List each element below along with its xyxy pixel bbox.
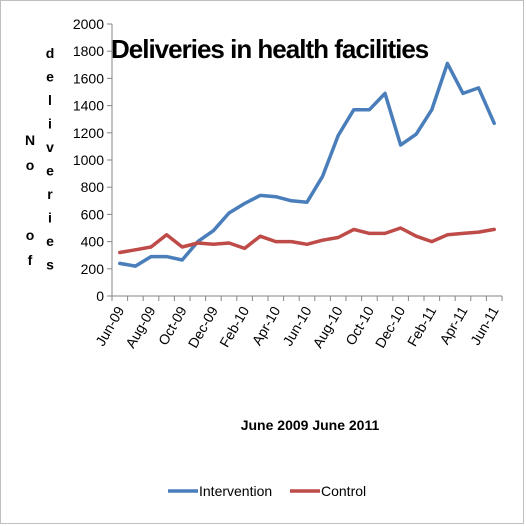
legend-item-intervention: Intervention	[168, 483, 272, 499]
y-tick-label: 1400	[73, 98, 104, 114]
x-tick-label: Aug-09	[122, 303, 159, 350]
y-tick-label: 0	[96, 288, 104, 304]
legend-label: Intervention	[199, 483, 272, 499]
x-tick-label: Feb-10	[216, 303, 252, 350]
x-tick-label: Apr-11	[436, 303, 470, 347]
y-tick-label: 800	[81, 179, 105, 195]
y-tick-labels: 0 200 400 600 800 1000 1200 1400 1600 1800 2000	[73, 16, 104, 304]
x-tick-label: Apr-10	[249, 303, 284, 348]
y-tick-label: 1600	[73, 70, 104, 86]
series-lines	[118, 61, 496, 268]
y-tick-label: 400	[81, 234, 105, 250]
legend-label: Control	[321, 483, 366, 499]
y-tick-label: 1800	[73, 43, 104, 59]
x-tick-label: Jun-11	[467, 303, 502, 347]
x-axis-label: June 2009 June 2011	[241, 417, 380, 433]
legend-item-control: Control	[290, 483, 366, 499]
y-tick-label: 600	[81, 206, 105, 222]
chart-title: Deliveries in health facilities	[111, 34, 429, 64]
x-tick-label: Feb-11	[404, 303, 440, 349]
y-tick-label: 2000	[73, 16, 104, 32]
y-tick-label: 200	[81, 261, 105, 277]
y-tick-label: 1000	[73, 152, 104, 168]
x-tick-label: Aug-10	[309, 303, 346, 350]
series-line-control	[118, 226, 496, 255]
series-line-intervention	[118, 61, 496, 268]
x-tick-label: Dec-09	[185, 303, 222, 350]
x-tick-labels: Jun-09Aug-09Oct-09Dec-09Feb-10Apr-10Jun-…	[92, 303, 502, 350]
y-tick-label: 1200	[73, 125, 104, 141]
x-tick-label: Dec-10	[372, 303, 409, 350]
axes	[107, 23, 503, 301]
legend: Intervention Control	[168, 483, 366, 499]
